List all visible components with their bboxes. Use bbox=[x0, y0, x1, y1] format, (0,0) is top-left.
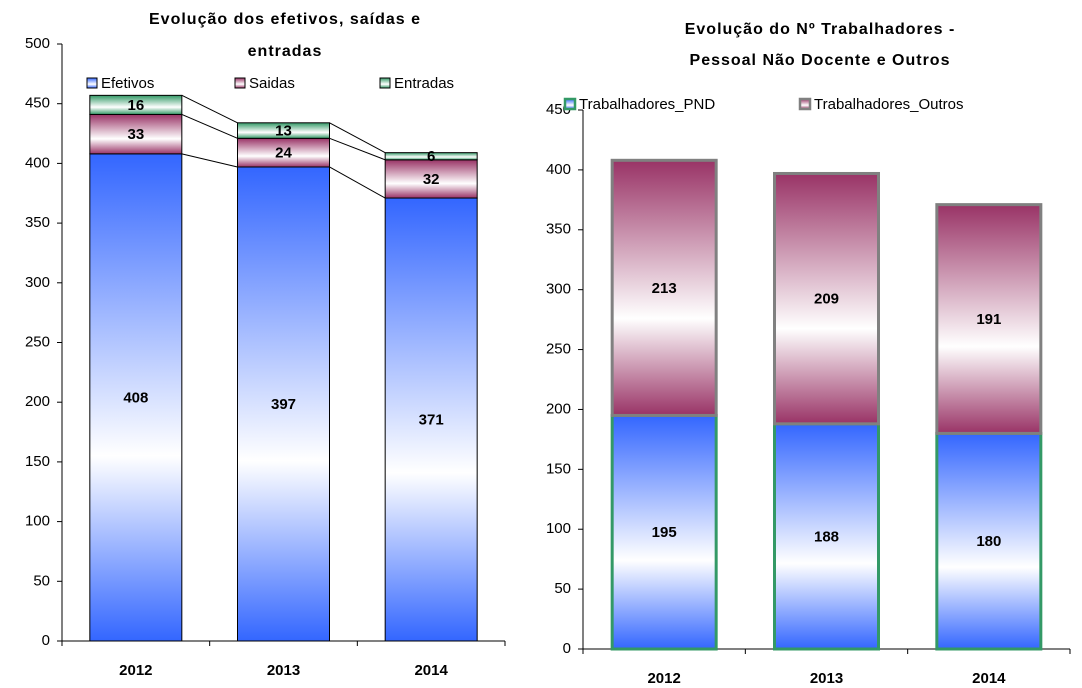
bar-segment bbox=[89, 153, 183, 642]
y-tick-label: 50 bbox=[33, 572, 50, 589]
y-tick-label: 100 bbox=[25, 513, 50, 530]
data-label: 6 bbox=[427, 148, 435, 165]
y-tick-label: 200 bbox=[546, 400, 571, 417]
bar-segment bbox=[384, 159, 478, 199]
bar-segment bbox=[384, 152, 478, 161]
y-tick-label: 400 bbox=[25, 154, 50, 171]
data-label: 16 bbox=[127, 97, 144, 114]
y-tick-label: 400 bbox=[546, 161, 571, 178]
legend-label: Trabalhadores_PND bbox=[579, 96, 715, 113]
data-label: 24 bbox=[275, 145, 292, 162]
bar-segment bbox=[237, 122, 330, 139]
x-tick-label: 2014 bbox=[972, 670, 1006, 687]
bar-segment bbox=[237, 137, 330, 168]
bar-segment bbox=[610, 158, 718, 417]
x-tick-label: 2013 bbox=[267, 662, 300, 679]
data-label: 209 bbox=[814, 291, 839, 308]
y-tick-label: 300 bbox=[25, 274, 50, 291]
data-label: 191 bbox=[976, 311, 1001, 328]
bar-segment bbox=[935, 203, 1043, 435]
y-tick-label: 300 bbox=[546, 281, 571, 298]
bar-segment bbox=[384, 197, 478, 642]
data-label: 32 bbox=[423, 171, 440, 188]
y-tick-label: 0 bbox=[563, 640, 571, 657]
y-tick-label: 150 bbox=[25, 453, 50, 470]
x-tick-label: 2013 bbox=[810, 670, 843, 687]
series-line bbox=[329, 137, 386, 161]
data-label: 33 bbox=[127, 126, 144, 143]
legend-label: Saidas bbox=[249, 75, 295, 92]
y-tick-label: 250 bbox=[25, 333, 50, 350]
bar-segment bbox=[610, 413, 718, 651]
series-line bbox=[329, 122, 386, 154]
data-label: 13 bbox=[275, 123, 292, 140]
legend-swatch bbox=[379, 77, 391, 89]
series-line bbox=[181, 153, 238, 168]
data-label: 371 bbox=[419, 411, 444, 428]
bar-segment bbox=[237, 166, 330, 642]
y-tick-label: 450 bbox=[25, 95, 50, 112]
chart-title: Evolução dos efetivos, saídas e entradas bbox=[149, 11, 421, 60]
legend-label: Efetivos bbox=[101, 75, 154, 92]
y-tick-label: 500 bbox=[25, 35, 50, 52]
legend-label: Entradas bbox=[394, 75, 454, 92]
data-label: 213 bbox=[652, 280, 677, 297]
y-tick-label: 50 bbox=[554, 580, 571, 597]
bar-segment bbox=[89, 94, 183, 115]
x-tick-label: 2014 bbox=[414, 662, 448, 679]
series-line bbox=[329, 166, 386, 199]
bar-segment bbox=[773, 171, 880, 426]
chart-title: Evolução do Nº Trabalhadores - Pessoal N… bbox=[684, 21, 956, 69]
bar-segment bbox=[89, 113, 183, 155]
legend-swatch bbox=[234, 77, 246, 89]
legend-label: Trabalhadores_Outros bbox=[814, 96, 964, 113]
x-tick-label: 2012 bbox=[647, 670, 680, 687]
legend-swatch bbox=[563, 97, 577, 111]
data-label: 408 bbox=[123, 389, 148, 406]
data-label: 397 bbox=[271, 396, 296, 413]
legend-swatch bbox=[798, 97, 812, 111]
data-label: 188 bbox=[814, 528, 839, 545]
series-line bbox=[181, 94, 238, 124]
y-tick-label: 350 bbox=[546, 221, 571, 238]
y-tick-label: 0 bbox=[42, 632, 50, 649]
x-tick-label: 2012 bbox=[119, 662, 152, 679]
bar-segment bbox=[935, 431, 1043, 651]
legend-swatch bbox=[86, 77, 98, 89]
y-tick-label: 150 bbox=[546, 460, 571, 477]
y-tick-label: 200 bbox=[25, 393, 50, 410]
series-line bbox=[181, 113, 238, 139]
data-label: 180 bbox=[976, 533, 1001, 550]
y-tick-label: 250 bbox=[546, 341, 571, 358]
y-tick-label: 100 bbox=[546, 520, 571, 537]
data-label: 195 bbox=[652, 524, 677, 541]
y-tick-label: 350 bbox=[25, 214, 50, 231]
